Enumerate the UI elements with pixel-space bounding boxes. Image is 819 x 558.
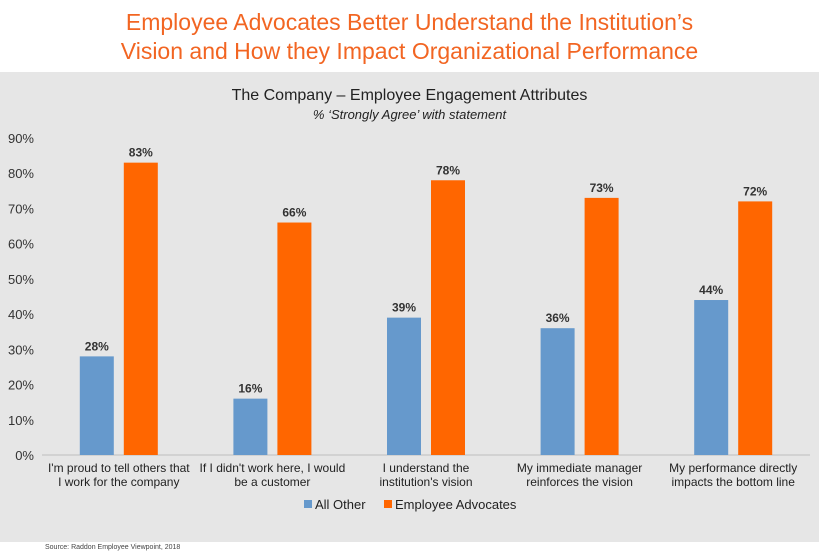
chart-title: The Company – Employee Engagement Attrib… bbox=[232, 87, 588, 104]
chart-panel: The Company – Employee Engagement Attrib… bbox=[0, 72, 819, 542]
y-tick-label: 70% bbox=[8, 201, 34, 216]
category-label: I'm proud to tell others that bbox=[48, 461, 190, 475]
data-label: 78% bbox=[436, 163, 460, 177]
bar-chart: The Company – Employee Engagement Attrib… bbox=[8, 87, 810, 512]
y-tick-label: 50% bbox=[8, 272, 34, 287]
data-label: 28% bbox=[85, 339, 109, 353]
category-label: My performance directly bbox=[669, 461, 797, 475]
data-label: 83% bbox=[129, 146, 153, 160]
slide-title: Employee Advocates Better Understand the… bbox=[0, 8, 819, 66]
category-label: If I didn't work here, I would bbox=[200, 461, 346, 475]
legend-label: All Other bbox=[315, 497, 366, 512]
bar-employee-advocates bbox=[123, 162, 158, 455]
category-label: impacts the bottom line bbox=[671, 475, 795, 489]
category-label: be a customer bbox=[234, 475, 310, 489]
bar-employee-advocates bbox=[277, 222, 312, 455]
bar-all-other bbox=[694, 300, 729, 455]
y-tick-label: 40% bbox=[8, 307, 34, 322]
y-tick-label: 30% bbox=[8, 342, 34, 357]
category-label: institution's vision bbox=[380, 475, 473, 489]
slide-title-line-2: Vision and How they Impact Organizationa… bbox=[120, 38, 699, 64]
legend: All Other Employee Advocates bbox=[304, 497, 517, 512]
y-tick-label: 90% bbox=[8, 131, 34, 146]
legend-label: Employee Advocates bbox=[395, 497, 517, 512]
bar-employee-advocates bbox=[584, 197, 619, 455]
category-label: reinforces the vision bbox=[526, 475, 633, 489]
legend-swatch bbox=[304, 500, 312, 508]
source-note: Source: Raddon Employee Viewpoint, 2018 bbox=[45, 544, 181, 551]
slide-title-line-1: Employee Advocates Better Understand the… bbox=[125, 9, 694, 35]
bar-employee-advocates bbox=[431, 180, 465, 455]
bars: 28% 83% 16% 66% 39% 78% 36% 73% 44% 72% bbox=[79, 146, 773, 455]
data-label: 73% bbox=[590, 181, 614, 195]
bar-all-other bbox=[79, 356, 114, 455]
bar-all-other bbox=[387, 317, 421, 455]
bar-employee-advocates bbox=[738, 201, 773, 455]
y-tick-label: 10% bbox=[8, 413, 34, 428]
data-label: 16% bbox=[238, 382, 262, 396]
y-tick-label: 20% bbox=[8, 378, 34, 393]
bar-all-other bbox=[540, 328, 575, 455]
category-label: I understand the bbox=[383, 461, 470, 475]
y-tick-label: 80% bbox=[8, 166, 34, 181]
category-label: I work for the company bbox=[58, 475, 179, 489]
data-label: 39% bbox=[392, 301, 416, 315]
y-tick-label: 0% bbox=[15, 448, 34, 463]
data-label: 44% bbox=[699, 283, 723, 297]
category-label: My immediate manager bbox=[517, 461, 642, 475]
data-label: 66% bbox=[282, 206, 306, 220]
data-label: 36% bbox=[546, 311, 570, 325]
legend-swatch bbox=[384, 500, 392, 508]
data-label: 72% bbox=[743, 184, 767, 198]
bar-all-other bbox=[233, 398, 268, 455]
y-axis: 0% 10% 20% 30% 40% 50% 60% 70% 80% 90% bbox=[8, 131, 810, 463]
chart-subtitle: % ‘Strongly Agree’ with statement bbox=[313, 107, 508, 122]
y-tick-label: 60% bbox=[8, 237, 34, 252]
